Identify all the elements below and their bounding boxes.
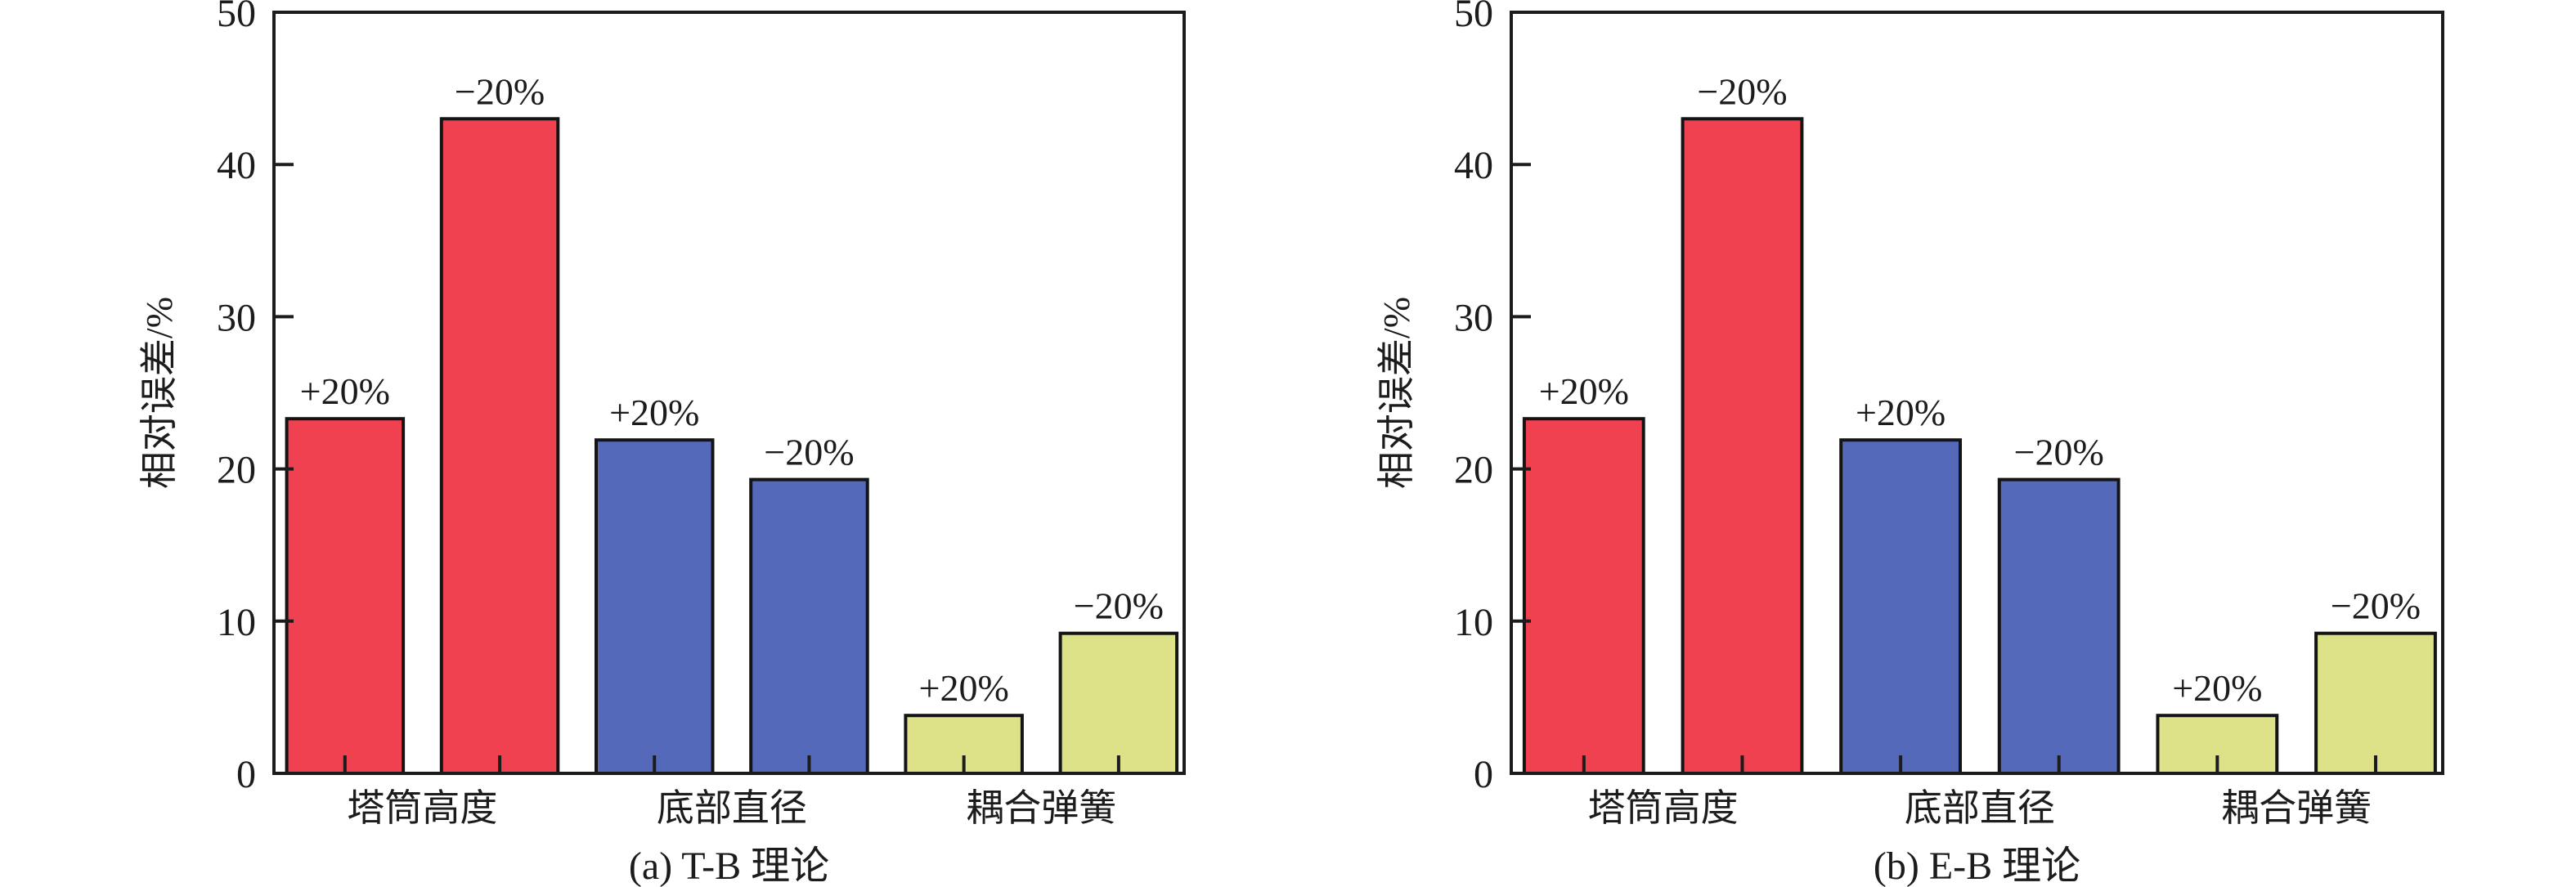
bar-a-底部直径-+20% — [595, 438, 715, 775]
y-tick-label: 50 — [217, 0, 256, 35]
x-category-label: 底部直径 — [1905, 787, 2055, 829]
bar-a-塔筒高度-+20% — [285, 417, 406, 775]
y-tick-label: 30 — [1454, 296, 1493, 339]
x-category-label: 塔筒高度 — [1588, 787, 1739, 829]
y-tick-label: 40 — [217, 144, 256, 187]
bar-value-label: +20% — [609, 392, 699, 433]
bar-value-label: −20% — [1697, 70, 1787, 112]
bar-value-label: −20% — [764, 432, 854, 473]
y-tick-label: 0 — [236, 753, 256, 796]
chart-panel-b: +20% −20% 塔筒高度 +20% −20% 底部直径 +20% −20% 耦合弹簧 0 10 2… — [1376, 0, 2444, 887]
bar-value-label: −20% — [2331, 585, 2421, 627]
plot-frame — [272, 11, 1186, 775]
y-tick-label: 0 — [1474, 753, 1493, 796]
y-tick-label: 40 — [1454, 144, 1493, 187]
chart-panel-a: +20% −20% 塔筒高度 +20% −20% 底部直径 +20% −20% 耦合弹簧 0 10 2… — [138, 0, 1186, 887]
bar-a-耦合弹簧-−20% — [1058, 631, 1179, 776]
bar-value-label: +20% — [919, 667, 1009, 709]
bar-value-label: +20% — [2172, 667, 2262, 709]
x-category-label: 耦合弹簧 — [966, 787, 1116, 829]
y-tick-label: 50 — [1454, 0, 1493, 35]
bar-value-label: +20% — [1539, 370, 1629, 412]
bar-b-塔筒高度-−20% — [1681, 117, 1804, 776]
y-tick-label: 10 — [217, 601, 256, 644]
plot-frame — [1510, 11, 2444, 775]
bar-value-label: +20% — [1856, 392, 1945, 433]
bar-value-label: −20% — [2014, 432, 2104, 473]
bar-a-塔筒高度-−20% — [439, 117, 560, 776]
bar-b-底部直径-−20% — [1997, 477, 2120, 775]
bar-b-耦合弹簧-−20% — [2314, 631, 2437, 776]
bar-b-底部直径-+20% — [1839, 438, 1962, 775]
y-tick-label: 20 — [217, 449, 256, 492]
bar-value-label: +20% — [300, 370, 390, 412]
y-axis-title: 相对误差/% — [1376, 297, 1417, 489]
bar-b-塔筒高度-+20% — [1522, 417, 1645, 775]
y-tick-label: 10 — [1454, 601, 1493, 644]
x-category-label: 耦合弹簧 — [2221, 787, 2372, 829]
y-axis-title: 相对误差/% — [138, 297, 180, 489]
panel-caption: (b) E-B 理论 — [1874, 844, 2080, 887]
bar-a-底部直径-−20% — [749, 477, 869, 775]
bar-value-label: −20% — [455, 70, 545, 112]
x-category-label: 底部直径 — [657, 787, 807, 829]
y-tick-label: 30 — [217, 296, 256, 339]
bar-value-label: −20% — [1074, 585, 1164, 627]
y-tick-label: 20 — [1454, 449, 1493, 492]
x-category-label: 塔筒高度 — [347, 787, 497, 829]
panel-caption: (a) T-B 理论 — [629, 844, 829, 887]
